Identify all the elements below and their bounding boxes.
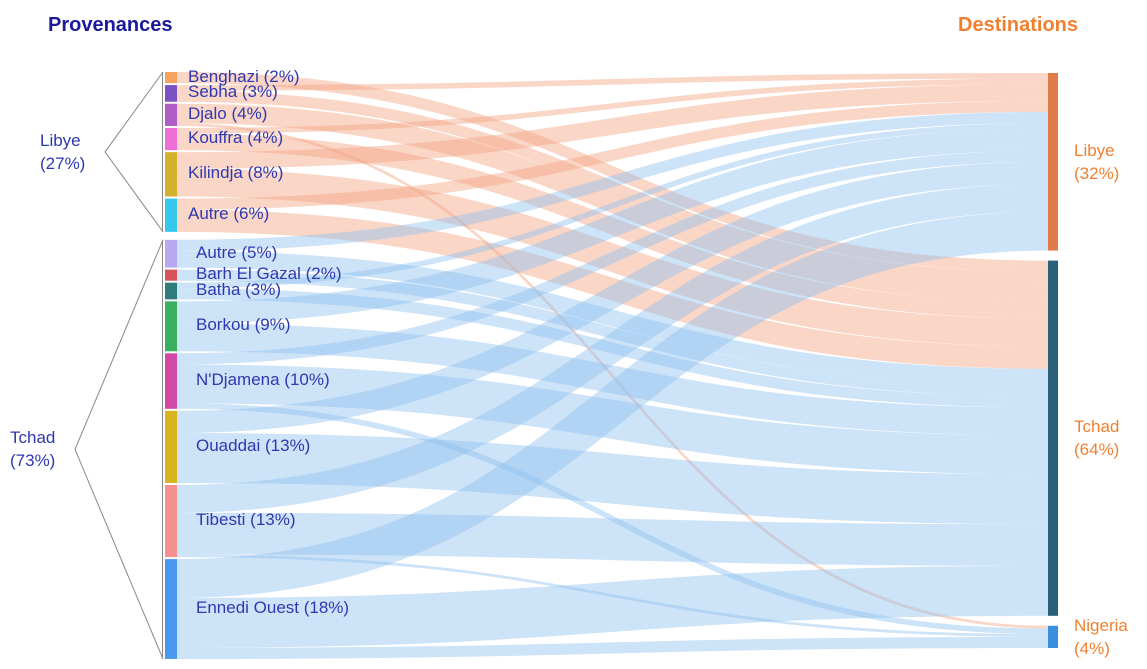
source-label: Borkou (9%) <box>196 315 291 335</box>
flow <box>176 364 1049 475</box>
source-node <box>165 127 177 151</box>
flow <box>176 554 1049 637</box>
source-node <box>165 72 177 84</box>
destination-label: Tchad (64%) <box>1074 417 1120 460</box>
source-node <box>165 484 177 558</box>
source-node <box>165 103 177 126</box>
group-label: Tchad (73%) <box>10 428 56 471</box>
right-title: Destinations <box>958 14 1079 36</box>
group-bracket <box>74 239 164 660</box>
source-node <box>165 152 177 197</box>
flow <box>176 90 1049 283</box>
destination-node <box>1048 625 1058 648</box>
source-node <box>165 239 177 268</box>
source-label: Kouffra (4%) <box>188 128 284 148</box>
left-title: Provenances <box>48 14 173 36</box>
flow <box>176 323 1049 436</box>
flow <box>176 100 1049 210</box>
flow <box>176 269 1049 397</box>
source-label: Kilindja (8%) <box>188 163 284 183</box>
source-node <box>165 410 177 483</box>
flow <box>177 72 1048 73</box>
group-extent <box>162 72 163 232</box>
source-node <box>165 269 177 281</box>
source-node <box>165 282 177 300</box>
source-label: Djalo (4%) <box>188 103 268 123</box>
flow <box>176 433 1049 525</box>
destination-label: Libye (32%) <box>1074 140 1120 183</box>
source-label: N'Djamena (10%) <box>196 370 330 390</box>
flow <box>176 168 1049 347</box>
source-node <box>165 85 177 102</box>
flow <box>176 78 1049 134</box>
source-node <box>165 198 177 232</box>
source-label: Benghazi (2%) <box>188 66 300 86</box>
source-node <box>165 559 177 659</box>
flow <box>176 128 1049 324</box>
flow <box>176 122 1049 289</box>
group-label: Libye (27%) <box>40 130 86 173</box>
source-node <box>165 353 177 409</box>
destination-node <box>1048 73 1058 251</box>
flow <box>176 161 1049 433</box>
flows <box>176 72 1049 659</box>
source-node <box>165 301 177 352</box>
source-label: Tibesti (13%) <box>196 510 296 530</box>
flow <box>176 184 1049 513</box>
flow <box>176 123 1049 629</box>
flow <box>176 72 1049 272</box>
source-label: Batha (3%) <box>196 280 282 300</box>
source-label: Ouaddai (13%) <box>196 435 311 455</box>
source-label: Barh El Gazal (2%) <box>196 264 342 284</box>
group-bracket <box>104 71 164 233</box>
flow <box>176 150 1049 365</box>
flow <box>176 133 1049 319</box>
flow <box>176 403 1049 635</box>
source-label: Sebha (3%) <box>188 82 278 102</box>
flow <box>176 512 1049 566</box>
destination-label: Nigeria (4%) <box>1074 615 1128 658</box>
flow <box>176 636 1049 659</box>
flow <box>176 84 1049 169</box>
source-label: Autre (6%) <box>188 204 270 224</box>
flow <box>176 288 1049 408</box>
flow <box>176 73 1049 91</box>
source-label: Ennedi Ouest (18%) <box>196 598 350 618</box>
flow <box>176 209 1049 369</box>
group-extent <box>162 239 163 659</box>
destination-node <box>1048 260 1058 616</box>
source-label: Autre (5%) <box>196 242 278 262</box>
flow <box>176 250 1049 386</box>
flow <box>176 211 1049 598</box>
flow <box>176 111 1049 251</box>
flow <box>176 103 1049 303</box>
flow <box>176 565 1049 648</box>
